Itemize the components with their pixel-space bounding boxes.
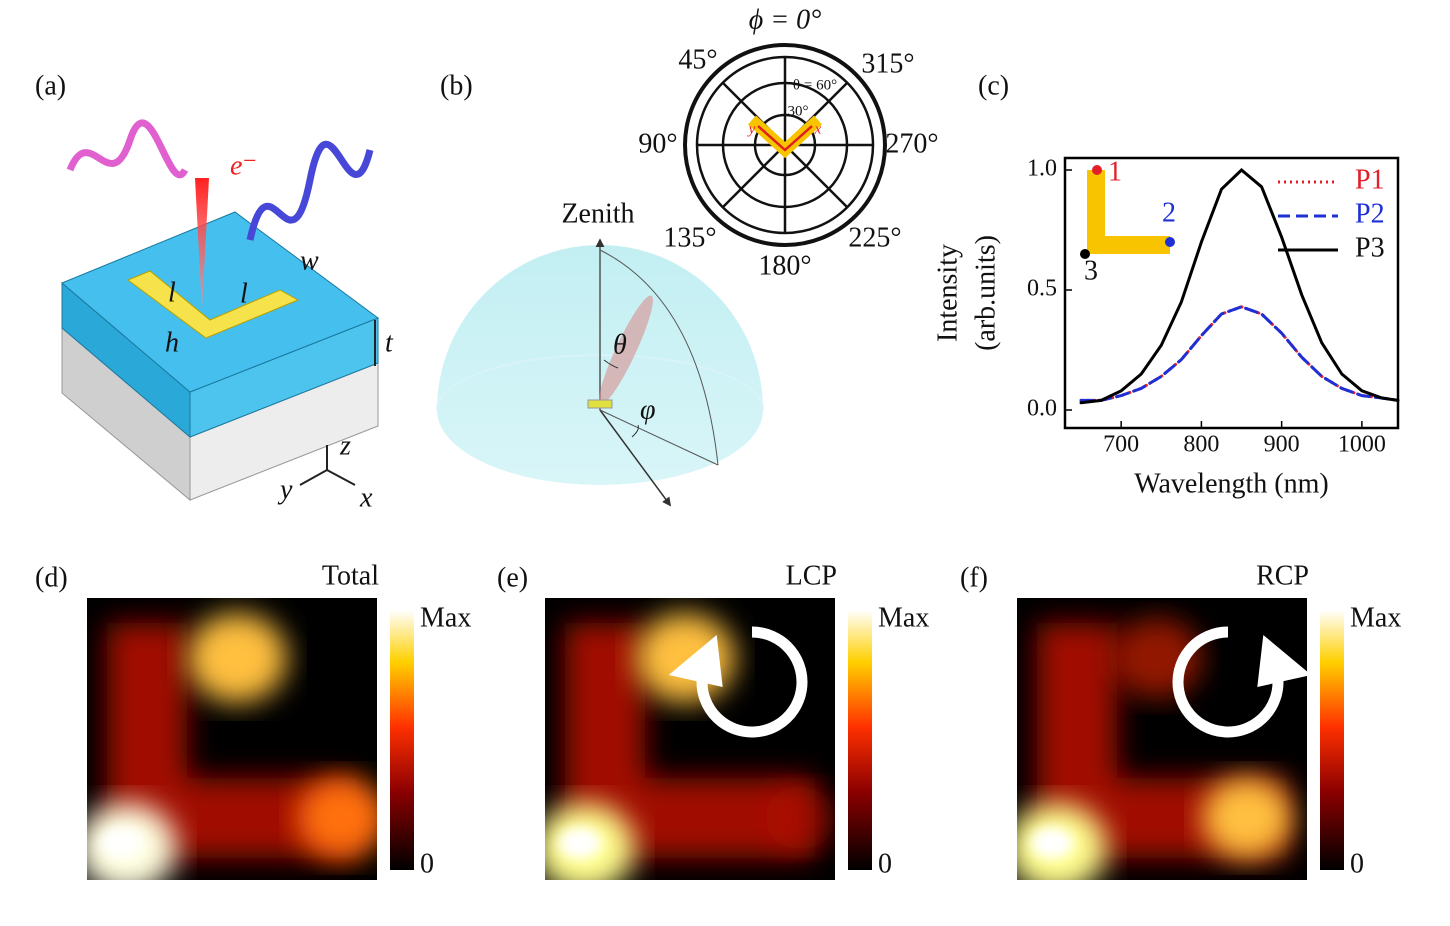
x-tick-label: 900 [1264, 432, 1300, 458]
y-tick-label: 0.5 [1027, 276, 1057, 302]
heat-map [87, 598, 377, 880]
x-tick-label: 800 [1183, 432, 1219, 458]
line-series [1079, 167, 1400, 405]
polar-label: x [814, 121, 822, 137]
map-title: LCP [786, 560, 837, 591]
structure-diagram [61, 119, 380, 502]
colorbar-label: Max [420, 602, 471, 633]
legend-label: P3 [1355, 232, 1385, 263]
polar-label: 30° [788, 103, 809, 119]
map-hotspot [187, 613, 287, 703]
annotation: l [168, 277, 176, 308]
colorbar-label: 0 [1350, 848, 1364, 879]
polarization-arrowhead [668, 635, 723, 687]
panel-label: (e) [497, 562, 528, 593]
colorbar [390, 610, 414, 870]
annotation: Zenith [561, 198, 634, 229]
polar-label: 135° [663, 222, 716, 253]
annotation: φ [640, 394, 656, 425]
polarization-arrow [696, 626, 808, 738]
panel-label: (c) [978, 70, 1009, 101]
hemisphere-diagram [436, 238, 764, 507]
panel-label: (f) [960, 562, 988, 593]
colorbar-label: 0 [878, 848, 892, 879]
axis-label: y [277, 474, 293, 505]
y-axis-label: Intensity [932, 244, 963, 342]
inset-label: 3 [1084, 255, 1098, 286]
panel-label: (a) [35, 70, 66, 101]
polar-label: y [747, 121, 756, 137]
heat-map [545, 598, 835, 880]
polar-label: 270° [885, 128, 938, 159]
heat-map [1017, 598, 1307, 880]
panel-label: (d) [35, 562, 68, 593]
map-hotspot [765, 786, 835, 850]
y-axis-label: (arb.units) [970, 235, 1001, 351]
polar-label: 180° [758, 250, 811, 281]
polar-label: ϕ = 0° [749, 4, 822, 35]
legend-label: P1 [1355, 164, 1385, 195]
axis-label: x [359, 482, 373, 513]
map-title: RCP [1256, 560, 1309, 591]
annotation: l [240, 278, 248, 309]
map-title: Total [322, 560, 379, 591]
x-tick-label: 700 [1103, 432, 1139, 458]
polarization-arrowhead [1257, 635, 1312, 687]
colorbar-label: 0 [420, 848, 434, 879]
polar-label: 90° [638, 128, 677, 159]
map-hotspot [297, 777, 377, 859]
polar-diagram [683, 43, 887, 247]
y-tick-label: 0.0 [1027, 396, 1057, 422]
x-axis-label: Wavelength (nm) [1134, 468, 1328, 499]
panel-label: (b) [440, 70, 473, 101]
colorbar [1320, 610, 1344, 870]
plot-frame [1063, 156, 1400, 430]
polar-label: 45° [678, 44, 717, 75]
legend-label: P2 [1355, 198, 1385, 229]
axis-label: z [339, 430, 351, 461]
polarization-arrow [1172, 626, 1284, 738]
polar-label: 315° [861, 48, 914, 79]
map-hotspot [1202, 777, 1292, 859]
inset-label: 1 [1108, 156, 1122, 187]
annotation: t [385, 327, 394, 358]
map-hotspot [635, 613, 735, 703]
y-tick-label: 1.0 [1027, 156, 1057, 182]
polar-label: 225° [848, 222, 901, 253]
x-tick-label: 1000 [1338, 432, 1386, 458]
inset-diagram [1080, 165, 1175, 259]
annotation: w [300, 245, 319, 276]
map-hotspot [558, 827, 602, 859]
colorbar-label: Max [1350, 602, 1401, 633]
inset-label: 2 [1162, 197, 1176, 228]
annotation: θ [613, 329, 627, 360]
colorbar [848, 610, 872, 870]
field-maps: Total Max 0 LCP Max 0 RCP Max 0 [87, 560, 1401, 880]
annotation: h [165, 327, 179, 358]
line-series [1079, 305, 1400, 402]
map-hotspot [100, 827, 144, 859]
polar-label: θ = 60° [793, 77, 837, 93]
annotation: e⁻ [230, 150, 257, 181]
map-hotspot [1030, 827, 1074, 859]
colorbar-label: Max [878, 602, 929, 633]
